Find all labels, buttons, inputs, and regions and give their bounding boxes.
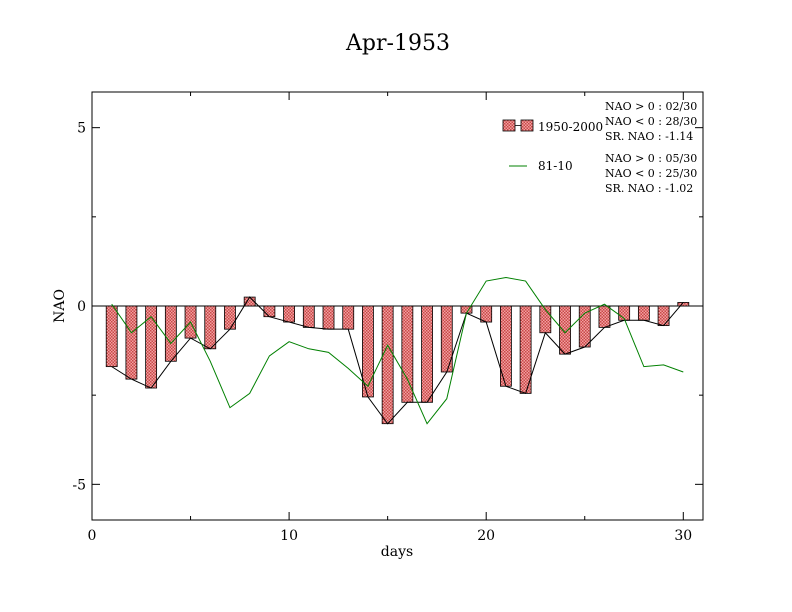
x-tick-label: 20 [477,528,495,544]
legend-label-1950-2000: 1950-2000 [538,120,603,134]
bar-day-12 [322,305,335,330]
x-tick-label: 30 [674,528,692,544]
legend-bar-swatch-left [502,119,516,132]
bar-day-6 [204,305,217,350]
bar-day-25 [578,305,591,348]
y-axis-label: NAO [52,289,68,323]
y-tick-label: -5 [72,477,86,493]
stats-annotations: NAO > 0 : 02/30 NAO < 0 : 28/30 SR. NAO … [605,100,697,195]
x-axis-label: days [381,544,413,560]
bar-day-26 [598,305,611,328]
legend-label-81-10: 81-10 [538,159,573,173]
bar-day-13 [342,305,355,330]
bar-day-15 [381,305,394,425]
bar-day-18 [440,305,453,373]
bar-day-29 [657,305,670,327]
chart-title: Apr-1953 [345,31,450,56]
series-81-10-line [111,276,684,425]
bar-day-4 [164,305,177,362]
x-tick-label: 0 [88,528,97,544]
stat-8110-sr-nao: SR. NAO : -1.02 [605,182,693,195]
stat-1950-nao-negative: NAO < 0 : 28/30 [605,115,697,128]
bar-day-7 [224,305,236,330]
bar-day-11 [302,305,315,328]
axes: 0 10 20 30 5 0 -5 [72,92,703,544]
x-tick-label: 10 [280,528,298,544]
bar-day-3 [145,305,158,389]
stat-1950-nao-positive: NAO > 0 : 02/30 [605,100,697,113]
legend-bar-swatch-right [520,119,534,132]
bar-day-1 [105,305,118,368]
stat-1950-sr-nao: SR. NAO : -1.14 [605,130,693,143]
bar-day-24 [559,305,571,355]
plot-area [92,276,703,425]
bar-day-20 [480,305,493,323]
stat-8110-nao-positive: NAO > 0 : 05/30 [605,152,697,165]
stat-8110-nao-negative: NAO < 0 : 25/30 [605,167,697,180]
bar-day-28 [637,305,650,321]
y-tick-label: 5 [77,121,86,137]
legend: 1950-2000 81-10 [502,119,603,173]
bar-day-2 [125,305,138,380]
y-tick-label: 0 [77,299,86,315]
bar-day-10 [283,305,295,323]
bar-day-17 [421,305,433,403]
bar-day-9 [263,305,276,318]
series-1950-2000-line [111,296,684,425]
